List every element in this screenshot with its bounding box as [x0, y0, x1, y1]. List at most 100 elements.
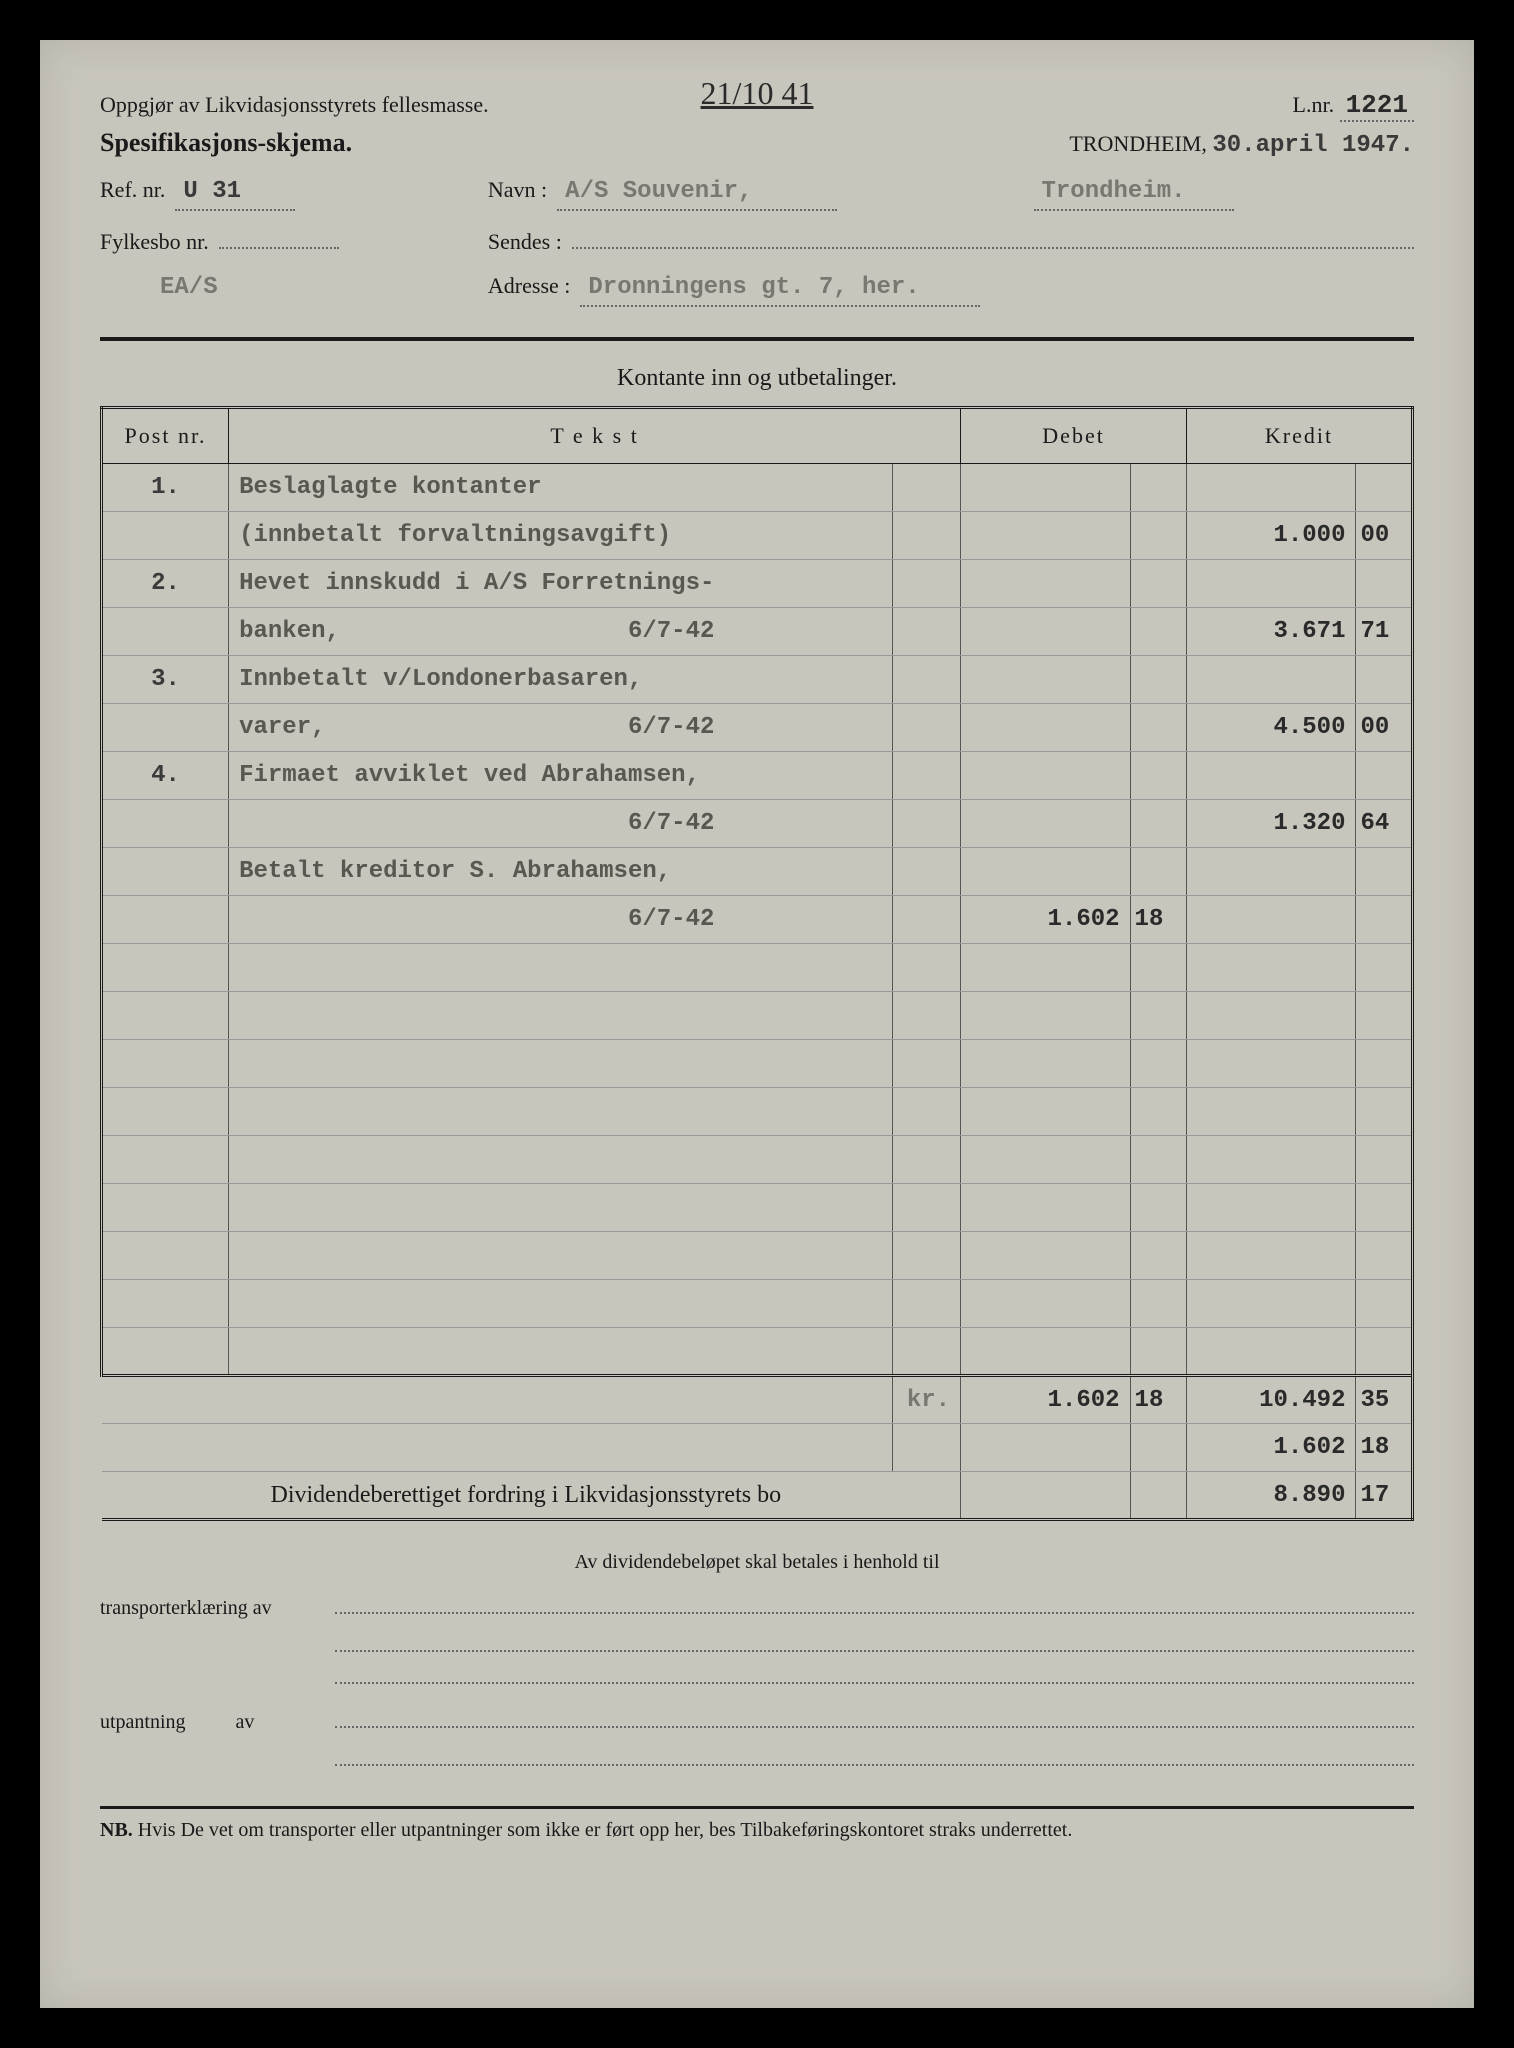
post-nr: 2. — [102, 560, 229, 608]
kredit-val — [1187, 992, 1356, 1040]
sendes-value — [572, 243, 1414, 249]
sub-col — [892, 1040, 960, 1088]
sub-col — [892, 560, 960, 608]
kredit-val — [1187, 464, 1356, 512]
row-text — [229, 992, 893, 1040]
divider — [100, 337, 1414, 341]
table-row — [102, 944, 1413, 992]
table-row: 3.Innbetalt v/Londonerbasaren, — [102, 656, 1413, 704]
dividend-row: Dividendeberettiget fordring i Likvidasj… — [102, 1472, 1413, 1520]
post-nr: 3. — [102, 656, 229, 704]
kredit-val — [1187, 1088, 1356, 1136]
row2-kredit-dec: 18 — [1356, 1424, 1413, 1472]
sub-col — [892, 896, 960, 944]
kredit-val — [1187, 560, 1356, 608]
nb-notice: NB. Hvis De vet om transporter eller utp… — [100, 1806, 1414, 1842]
kredit-val — [1187, 848, 1356, 896]
adresse-value: Dronningens gt. 7, her. — [580, 274, 980, 307]
footer-center-text: Av dividendebeløpet skal betales i henho… — [100, 1551, 1414, 1574]
ledger-table: Post nr. T e k s t Debet Kredit 1.Beslag… — [100, 406, 1414, 1521]
sub-col — [892, 1328, 960, 1376]
debet-val — [961, 560, 1130, 608]
sub-col — [892, 608, 960, 656]
fylkesbo-label: Fylkesbo nr. — [100, 229, 209, 255]
row-text: Firmaet avviklet ved Abrahamsen, — [229, 752, 893, 800]
adresse-label: Adresse : — [488, 273, 570, 299]
table-row — [102, 1088, 1413, 1136]
post-nr: 1. — [102, 464, 229, 512]
kredit-val — [1187, 1280, 1356, 1328]
kredit-dec — [1356, 1232, 1413, 1280]
kredit-dec — [1356, 1088, 1413, 1136]
debet-dec — [1130, 560, 1186, 608]
debet-dec — [1130, 992, 1186, 1040]
totals-row-1: kr. 1.602 18 10.492 35 — [102, 1376, 1413, 1424]
document-page: 21/10 41 Oppgjør av Likvidasjonsstyrets … — [40, 40, 1474, 2008]
debet-dec — [1130, 512, 1186, 560]
table-row — [102, 1184, 1413, 1232]
kredit-val — [1187, 1040, 1356, 1088]
kredit-sum: 10.492 — [1187, 1376, 1356, 1424]
city-date: TRONDHEIM, 30.april 1947. — [1069, 131, 1414, 159]
col-tekst: T e k s t — [229, 408, 961, 464]
kredit-dec — [1356, 992, 1413, 1040]
row-text: Betalt kreditor S. Abrahamsen, — [229, 848, 893, 896]
table-row: banken, 6/7-423.67171 — [102, 608, 1413, 656]
kredit-val — [1187, 944, 1356, 992]
post-nr — [102, 1088, 229, 1136]
post-nr — [102, 1280, 229, 1328]
col-post: Post nr. — [102, 408, 229, 464]
post-nr — [102, 1136, 229, 1184]
table-header-row: Post nr. T e k s t Debet Kredit — [102, 408, 1413, 464]
debet-sum-dec: 18 — [1130, 1376, 1186, 1424]
row-text: varer, 6/7-42 — [229, 704, 893, 752]
sendes-label: Sendes : — [488, 229, 562, 255]
footer-section: Av dividendebeløpet skal betales i henho… — [100, 1551, 1414, 1842]
table-row: 6/7-421.32064 — [102, 800, 1413, 848]
post-nr — [102, 1184, 229, 1232]
kredit-dec: 71 — [1356, 608, 1413, 656]
kredit-val — [1187, 752, 1356, 800]
post-nr — [102, 608, 229, 656]
sub-col — [892, 1136, 960, 1184]
kredit-dec: 00 — [1356, 704, 1413, 752]
row-text: Innbetalt v/Londonerbasaren, — [229, 656, 893, 704]
post-nr: 4. — [102, 752, 229, 800]
debet-dec — [1130, 944, 1186, 992]
row-text: 6/7-42 — [229, 800, 893, 848]
lnr-field: L.nr. 1221 — [1293, 90, 1414, 120]
debet-dec — [1130, 656, 1186, 704]
post-nr — [102, 992, 229, 1040]
kredit-dec: 00 — [1356, 512, 1413, 560]
post-nr — [102, 704, 229, 752]
header-title-2: Spesifikasjons-skjema. — [100, 128, 352, 158]
debet-val — [961, 608, 1130, 656]
col-debet: Debet — [961, 408, 1187, 464]
kredit-dec — [1356, 1328, 1413, 1376]
debet-val — [961, 1328, 1130, 1376]
debet-dec — [1130, 1328, 1186, 1376]
debet-val — [961, 512, 1130, 560]
post-nr — [102, 800, 229, 848]
debet-val — [961, 848, 1130, 896]
row-text — [229, 1040, 893, 1088]
row-text — [229, 1328, 893, 1376]
dotted-line — [335, 1632, 1414, 1652]
debet-dec — [1130, 800, 1186, 848]
debet-val — [961, 1088, 1130, 1136]
navn-value: A/S Souvenir, — [557, 178, 837, 211]
sub-col — [892, 992, 960, 1040]
debet-dec — [1130, 1088, 1186, 1136]
dotted-line — [335, 1708, 1414, 1728]
post-nr — [102, 848, 229, 896]
debet-dec — [1130, 704, 1186, 752]
row-text — [229, 1184, 893, 1232]
table-row: 2.Hevet innskudd i A/S Forretnings- — [102, 560, 1413, 608]
sub-col — [892, 704, 960, 752]
post-nr — [102, 896, 229, 944]
kredit-dec — [1356, 1040, 1413, 1088]
kredit-val — [1187, 1232, 1356, 1280]
kredit-dec — [1356, 752, 1413, 800]
debet-val — [961, 1136, 1130, 1184]
post-nr — [102, 1040, 229, 1088]
